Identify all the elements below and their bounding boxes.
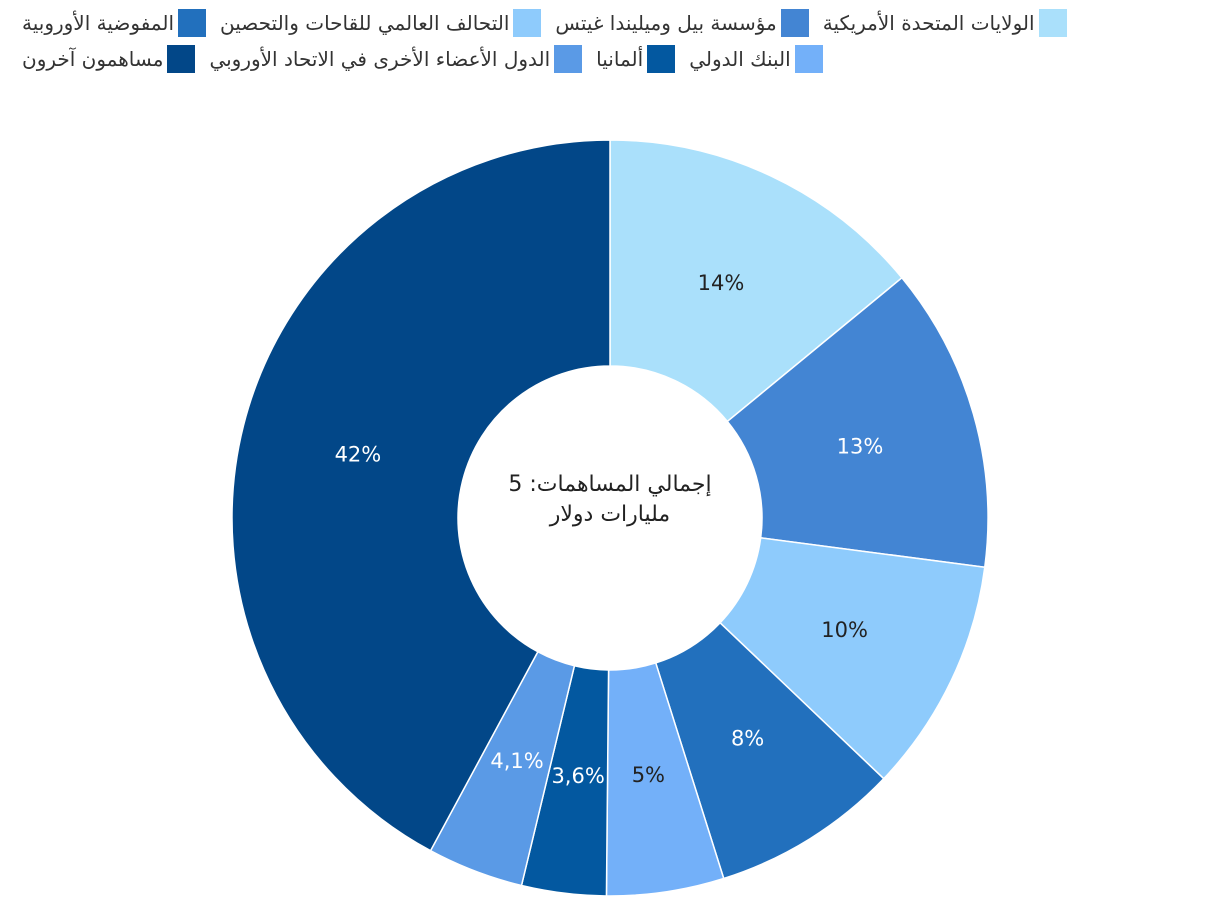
- legend-swatch: [513, 9, 542, 37]
- legend-swatch: [794, 45, 823, 73]
- legend-item: التحالف العالمي للقاحات والتحصين: [220, 8, 542, 38]
- legend-label: التحالف العالمي للقاحات والتحصين: [220, 11, 510, 35]
- legend-label: الدول الأعضاء الأخرى في الاتحاد الأوروبي: [209, 47, 551, 71]
- legend-item: البنك الدولي: [689, 44, 823, 74]
- center-total-label: إجمالي المساهمات: 5 مليارات دولار: [508, 472, 712, 527]
- legend-label: ألمانيا: [596, 47, 644, 71]
- legend-item: الولايات المتحدة الأمريكية: [823, 8, 1067, 38]
- legend-item: الدول الأعضاء الأخرى في الاتحاد الأوروبي: [209, 44, 583, 74]
- slice-value-label: 8%: [731, 727, 764, 751]
- legend-swatch: [647, 45, 676, 73]
- slice-value-label: 42%: [335, 442, 382, 466]
- legend-swatch: [1038, 9, 1067, 37]
- legend-label: الولايات المتحدة الأمريكية: [822, 11, 1035, 35]
- legend-swatch: [167, 45, 196, 73]
- legend-item: المفوضية الأوروبية: [22, 8, 207, 38]
- slice-value-label: 5%: [632, 763, 665, 787]
- legend-item: مؤسسة بيل وميليندا غيتس: [555, 8, 809, 38]
- chart-legend: الولايات المتحدة الأمريكية مؤسسة بيل وميل…: [8, 8, 1208, 74]
- slice-value-label: 14%: [698, 271, 745, 295]
- legend-item: مساهمون آخرون: [22, 44, 196, 74]
- legend-item: ألمانيا: [596, 44, 676, 74]
- slice-value-label: 13%: [837, 434, 884, 458]
- legend-label: مؤسسة بيل وميليندا غيتس: [555, 11, 777, 35]
- slice-value-label: 10%: [821, 618, 868, 642]
- donut-slice: [719, 536, 986, 780]
- donut-slice: [609, 139, 903, 423]
- slice-value-label: 4,1%: [490, 749, 543, 773]
- legend-swatch: [554, 45, 583, 73]
- legend-label: البنك الدولي: [689, 47, 791, 71]
- legend-label: المفوضية الأوروبية: [22, 11, 175, 35]
- donut-slice: [231, 139, 611, 852]
- legend-label: مساهمون آخرون: [22, 47, 164, 71]
- slice-value-label: 3,6%: [551, 764, 604, 788]
- legend-swatch: [178, 9, 207, 37]
- donut-slice: [726, 276, 989, 569]
- legend-swatch: [780, 9, 809, 37]
